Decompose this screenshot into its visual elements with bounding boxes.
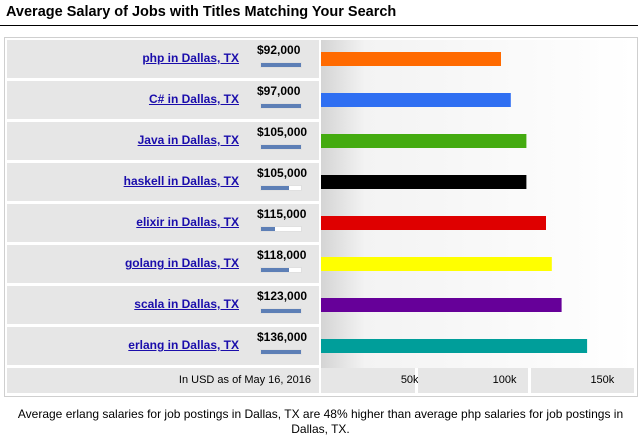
salary-bar <box>321 298 562 312</box>
category-row: haskell in Dallas, TX $105,000 <box>7 163 319 201</box>
confidence-meter <box>260 226 302 232</box>
confidence-meter <box>260 267 302 273</box>
x-tick-cell: 100k <box>418 368 528 393</box>
category-link[interactable]: php in Dallas, TX <box>142 51 239 65</box>
confidence-meter <box>260 185 302 191</box>
x-tick-cell: 150k <box>531 368 634 393</box>
category-row: php in Dallas, TX $92,000 <box>7 40 319 78</box>
confidence-meter <box>260 308 302 314</box>
salary-value-label: $105,000 <box>257 125 308 139</box>
category-link[interactable]: erlang in Dallas, TX <box>128 338 239 352</box>
category-row: C# in Dallas, TX $97,000 <box>7 81 319 119</box>
confidence-meter <box>260 144 302 150</box>
salary-bar <box>321 339 588 353</box>
salary-value-label: $118,000 <box>257 248 307 262</box>
confidence-meter-fill <box>261 309 301 313</box>
salary-bar <box>321 93 511 107</box>
category-row: scala in Dallas, TX $123,000 <box>7 286 319 324</box>
salary-bar <box>321 175 527 189</box>
bar-series <box>321 52 588 353</box>
page-title: Average Salary of Jobs with Titles Match… <box>6 4 397 20</box>
salary-value-label: $136,000 <box>257 330 308 344</box>
axis-footer: In USD as of May 16, 2016 50k 100k 150k <box>7 368 634 393</box>
salary-bar <box>321 134 527 148</box>
confidence-meter-fill <box>261 350 301 354</box>
bar-plot-area <box>321 40 634 368</box>
category-row: erlang in Dallas, TX $136,000 <box>7 327 319 365</box>
comparison-caption: Average erlang salaries for job postings… <box>17 407 624 436</box>
confidence-meter-fill <box>261 186 289 190</box>
salary-value-label: $97,000 <box>257 84 301 98</box>
salary-value-label: $115,000 <box>257 207 307 221</box>
category-row: Java in Dallas, TX $105,000 <box>7 122 319 160</box>
confidence-meter-fill <box>261 104 301 108</box>
confidence-meter-fill <box>261 63 301 67</box>
salary-bar <box>321 257 552 271</box>
confidence-meter-fill <box>261 227 275 231</box>
title-underline <box>0 25 638 26</box>
salary-bar <box>321 216 546 230</box>
plot-background <box>321 40 634 368</box>
confidence-meter <box>260 103 302 109</box>
x-tick-label: 50k <box>400 374 419 386</box>
x-tick-label: 150k <box>590 374 615 386</box>
category-row: elixir in Dallas, TX $115,000 <box>7 204 319 242</box>
category-link[interactable]: elixir in Dallas, TX <box>136 215 239 229</box>
confidence-meter <box>260 62 302 68</box>
category-link[interactable]: C# in Dallas, TX <box>148 92 239 106</box>
source-note: In USD as of May 16, 2016 <box>178 374 311 386</box>
salary-bar <box>321 52 501 66</box>
source-note-cell: In USD as of May 16, 2016 <box>7 368 319 393</box>
salary-value-label: $92,000 <box>257 43 301 57</box>
category-row: golang in Dallas, TX $118,000 <box>7 245 319 283</box>
confidence-meter-fill <box>261 268 289 272</box>
category-link[interactable]: haskell in Dallas, TX <box>123 174 239 188</box>
salary-value-label: $123,000 <box>257 289 308 303</box>
confidence-meter-fill <box>261 145 301 149</box>
x-tick-cell: 50k <box>321 368 419 393</box>
category-link[interactable]: Java in Dallas, TX <box>137 133 239 147</box>
category-link[interactable]: scala in Dallas, TX <box>134 297 239 311</box>
confidence-meter <box>260 349 302 355</box>
category-link[interactable]: golang in Dallas, TX <box>124 256 239 270</box>
x-tick-label: 100k <box>492 374 517 386</box>
chart-header: Average Salary of Jobs with Titles Match… <box>0 0 643 26</box>
salary-value-label: $105,000 <box>257 166 308 180</box>
